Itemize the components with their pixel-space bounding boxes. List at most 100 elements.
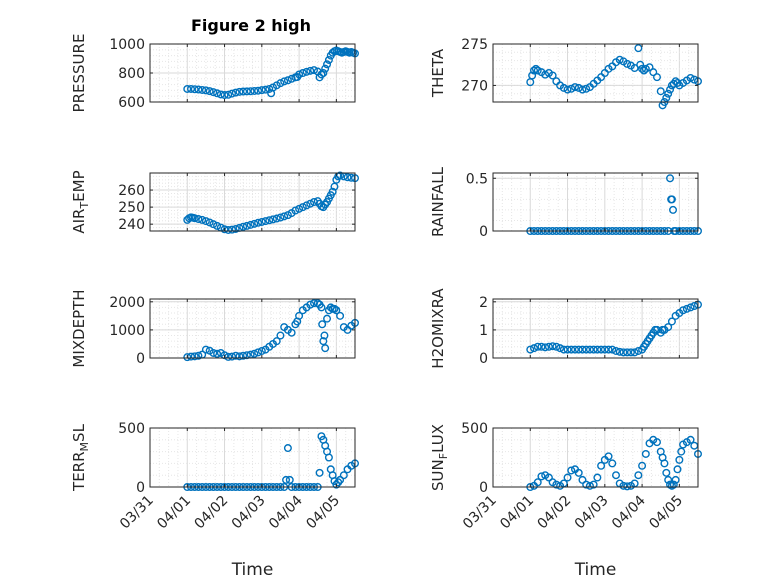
data-point bbox=[559, 83, 568, 92]
data-point bbox=[216, 90, 225, 99]
data-point bbox=[563, 473, 572, 482]
data-point bbox=[254, 348, 263, 357]
data-point bbox=[666, 174, 675, 183]
data-point bbox=[306, 199, 315, 208]
data-point bbox=[567, 84, 576, 93]
data-point bbox=[526, 345, 535, 354]
y-tick-label: 0 bbox=[136, 480, 145, 496]
data-point bbox=[265, 84, 274, 93]
data-point bbox=[530, 344, 539, 353]
y-tick-label: 1000 bbox=[109, 37, 145, 53]
data-point bbox=[310, 66, 319, 75]
data-point bbox=[567, 466, 576, 475]
y-axis-label-part: F bbox=[437, 453, 450, 459]
y-axis-label-part: EMP bbox=[70, 170, 88, 201]
axes-box bbox=[492, 172, 699, 232]
data-point bbox=[671, 475, 680, 484]
data-point bbox=[194, 351, 203, 360]
data-point bbox=[662, 468, 671, 477]
data-point bbox=[653, 73, 662, 82]
data-point bbox=[319, 337, 328, 346]
data-point bbox=[634, 346, 643, 355]
subplot-theta: 270 275 THETA bbox=[429, 37, 703, 110]
data-point bbox=[324, 453, 333, 462]
data-point bbox=[194, 215, 203, 224]
y-tick-label: 0 bbox=[479, 480, 488, 496]
data-point bbox=[552, 342, 561, 351]
data-point bbox=[634, 44, 643, 53]
data-point bbox=[604, 452, 613, 461]
data-point bbox=[205, 218, 214, 227]
data-point bbox=[531, 64, 540, 73]
data-point bbox=[638, 64, 647, 73]
y-axis-label-part: PRESSURE bbox=[70, 34, 88, 113]
data-point bbox=[235, 352, 244, 361]
y-tick-label: 0 bbox=[479, 351, 488, 367]
data-point bbox=[679, 306, 688, 315]
data-point bbox=[593, 345, 602, 354]
data-point bbox=[250, 86, 259, 95]
data-point bbox=[645, 63, 654, 72]
y-tick-label: 0.5 bbox=[466, 171, 488, 187]
y-axis-label-part: T bbox=[78, 202, 91, 210]
data-point bbox=[201, 217, 210, 226]
data-point bbox=[250, 219, 259, 228]
data-point bbox=[677, 447, 686, 456]
data-point bbox=[653, 438, 662, 447]
y-axis-label: AIRTEMP bbox=[70, 170, 91, 233]
data-point bbox=[283, 76, 292, 85]
data-point bbox=[530, 66, 539, 75]
y-tick-label: 240 bbox=[118, 217, 145, 233]
data-point bbox=[619, 348, 628, 357]
data-point bbox=[630, 348, 639, 357]
data-point bbox=[213, 89, 222, 98]
data-point bbox=[563, 85, 572, 94]
data-point bbox=[582, 480, 591, 489]
data-point bbox=[213, 221, 222, 230]
data-point bbox=[183, 353, 192, 362]
data-point bbox=[330, 304, 339, 313]
data-point bbox=[209, 220, 218, 229]
data-point bbox=[664, 323, 673, 332]
data-point bbox=[544, 342, 553, 351]
y-axis-label-part: THETA bbox=[429, 48, 447, 98]
data-point bbox=[242, 87, 251, 96]
y-tick-label: 0 bbox=[136, 351, 145, 367]
y-axis-label-part: LUX bbox=[429, 424, 447, 453]
data-point bbox=[608, 459, 617, 468]
data-point bbox=[190, 352, 199, 361]
data-point bbox=[571, 83, 580, 92]
data-point bbox=[556, 344, 565, 353]
y-tick-label: 1 bbox=[479, 323, 488, 339]
data-point bbox=[227, 89, 236, 98]
data-point bbox=[295, 204, 304, 213]
y-tick-label: 500 bbox=[118, 421, 145, 437]
y-tick-label: 1000 bbox=[109, 323, 145, 339]
data-point bbox=[597, 461, 606, 470]
data-point bbox=[623, 348, 632, 357]
data-point bbox=[666, 85, 675, 94]
data-point bbox=[600, 345, 609, 354]
data-point bbox=[321, 344, 330, 353]
y-tick-label: 260 bbox=[118, 183, 145, 199]
data-point bbox=[639, 66, 648, 75]
y-tick-label: 250 bbox=[118, 200, 145, 216]
data-point bbox=[589, 345, 598, 354]
data-point bbox=[630, 64, 639, 73]
data-point bbox=[339, 471, 348, 480]
data-point bbox=[254, 218, 263, 227]
data-point bbox=[589, 480, 598, 489]
data-point bbox=[667, 317, 676, 326]
data-point bbox=[285, 475, 294, 484]
y-tick-label: 270 bbox=[461, 78, 488, 94]
data-point bbox=[541, 70, 550, 79]
data-point bbox=[295, 311, 304, 320]
data-point bbox=[660, 459, 669, 468]
data-point bbox=[209, 348, 218, 357]
y-axis-label: SUNFLUX bbox=[429, 424, 450, 491]
y-axis-label: THETA bbox=[429, 48, 447, 98]
data-point bbox=[537, 472, 546, 481]
data-point bbox=[227, 352, 236, 361]
